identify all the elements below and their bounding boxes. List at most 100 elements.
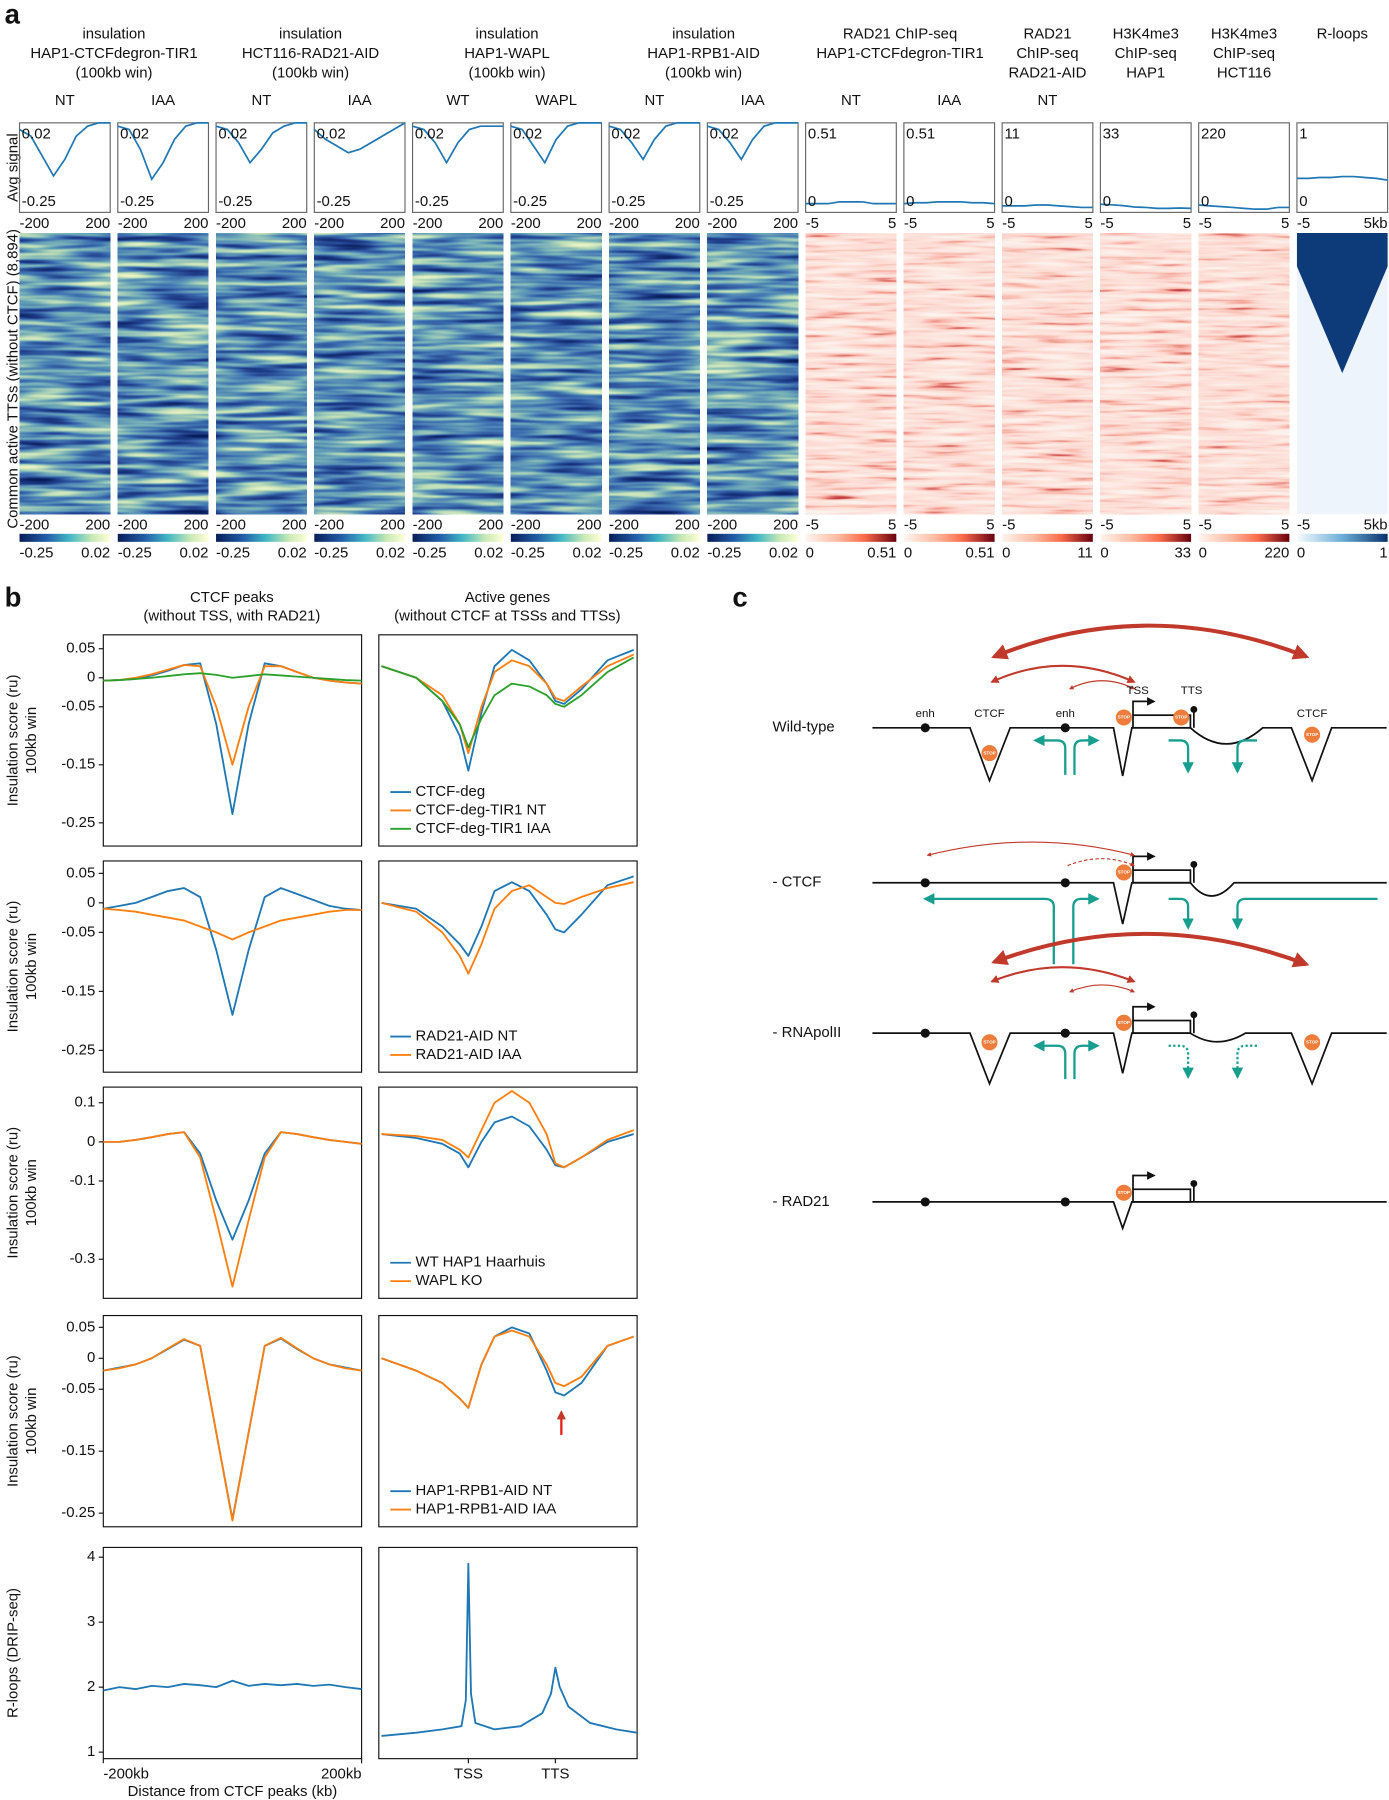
y-limit-label: -0.25 xyxy=(317,193,351,210)
stop-text: STOP xyxy=(1175,715,1187,720)
column-header: (100kb win) xyxy=(272,64,349,81)
x-tick-label: -200 xyxy=(20,517,50,534)
series-line xyxy=(103,664,362,766)
series-line xyxy=(381,881,634,975)
plot-frame xyxy=(378,1086,638,1299)
y-axis-label: Insulation score (ru) xyxy=(5,901,22,1033)
plot-frame xyxy=(378,634,638,847)
colorbar-label: 1 xyxy=(1379,544,1387,561)
y-tick-label: 0 xyxy=(87,894,95,911)
column-header: (100kb win) xyxy=(665,64,742,81)
avg-signal-line xyxy=(1198,204,1290,211)
mini-plot-frame xyxy=(117,122,210,213)
row-wild-type xyxy=(872,623,1387,784)
heatmap xyxy=(707,233,799,515)
column-label: NT xyxy=(841,92,861,109)
y-limit-label: 0.02 xyxy=(317,125,346,142)
column-label: NT xyxy=(55,92,75,109)
y-limit-label: 33 xyxy=(1103,125,1120,142)
stop-sign: STOP xyxy=(1115,1014,1132,1031)
y-limit-label: -0.25 xyxy=(22,193,56,210)
avg-signal-line xyxy=(412,125,504,165)
legend-label: HAP1-RPB1-AID NT xyxy=(416,1482,553,1499)
loop-arrow xyxy=(926,841,1136,857)
site-label: enh xyxy=(916,708,935,720)
x-tick-label: -200 xyxy=(511,215,541,232)
y-limit-label: 0.02 xyxy=(611,125,640,142)
row-rnapolii xyxy=(872,931,1387,1086)
colorbar-label: 0 xyxy=(1100,544,1108,561)
gene xyxy=(1132,714,1192,729)
column-label: NT xyxy=(644,92,664,109)
heatmap xyxy=(510,233,602,515)
x-tick-label: -5 xyxy=(1002,517,1015,534)
colorbar-label: 0.02 xyxy=(376,544,405,561)
colorbar-label: 0.02 xyxy=(474,544,503,561)
enhancer xyxy=(920,723,930,733)
y-tick-label: 2 xyxy=(87,1678,95,1695)
enhancer xyxy=(1060,1197,1070,1207)
x-tick-label: TSS xyxy=(454,1766,483,1783)
tss-flag xyxy=(1132,1171,1156,1190)
column-header: H3K4me3 xyxy=(1113,25,1179,42)
x-tick-label: -200kb xyxy=(103,1766,149,1783)
mini-plot-frame xyxy=(706,122,799,213)
tts-head xyxy=(1190,1180,1198,1187)
colorbar-label: 0.02 xyxy=(671,544,700,561)
x-tick-label: 200 xyxy=(675,517,700,534)
column-label: IAA xyxy=(151,92,175,109)
y-tick-label: 1 xyxy=(87,1743,95,1760)
column-header: ChIP-seq xyxy=(1213,45,1275,62)
y-limit-label: 0.02 xyxy=(218,125,247,142)
x-tick-label: 5 xyxy=(986,215,994,232)
heatmap xyxy=(1296,233,1388,374)
stop-sign: STOP xyxy=(1115,709,1132,726)
y-tick-label: -0.3 xyxy=(70,1250,96,1267)
stop-sign: STOP xyxy=(981,1034,998,1051)
heatmap xyxy=(216,233,307,515)
colorbar xyxy=(19,533,111,542)
column-title: (without CTCF at TSSs and TTSs) xyxy=(394,607,620,624)
column-header: (100kb win) xyxy=(75,64,152,81)
stop-text: STOP xyxy=(1118,715,1130,720)
x-tick-label: -5 xyxy=(904,517,917,534)
flow-arrow xyxy=(1231,897,1378,930)
plot-frame xyxy=(378,860,638,1073)
column-label: NT xyxy=(251,92,271,109)
plot-frame xyxy=(102,1546,363,1760)
y-tick-label: -0.25 xyxy=(61,1504,95,1521)
stop-sign: STOP xyxy=(1173,709,1190,726)
series-line xyxy=(103,907,362,941)
column-label: IAA xyxy=(348,92,372,109)
legend-label: CTCF-deg-TIR1 IAA xyxy=(416,820,551,837)
column-header: R-loops xyxy=(1317,25,1368,42)
column-header: H3K4me3 xyxy=(1211,25,1277,42)
y-tick-label: -0.25 xyxy=(61,1041,95,1058)
site-label: enh xyxy=(1056,708,1075,720)
x-tick-label: 200 xyxy=(478,517,503,534)
colorbar xyxy=(903,533,995,542)
heatmap xyxy=(1198,233,1290,515)
series-line xyxy=(381,648,634,772)
x-tick-label: -5 xyxy=(1100,517,1113,534)
y-tick-label: -0.15 xyxy=(61,1442,95,1459)
mini-plot-frame xyxy=(1099,122,1192,213)
loop-arrow xyxy=(990,664,1136,683)
x-tick-label: -200 xyxy=(118,215,148,232)
y-limit-label: -0.25 xyxy=(120,193,154,210)
gene xyxy=(1132,1188,1192,1203)
x-tick-label: -200 xyxy=(20,215,50,232)
site-label: TSS xyxy=(1126,685,1149,697)
y-tick-label: 0 xyxy=(87,1133,95,1150)
y-limit-label: 0.02 xyxy=(710,125,739,142)
avg-signal-line xyxy=(805,200,897,205)
colorbar xyxy=(412,533,504,542)
x-tick-label: 5kb xyxy=(1364,215,1388,232)
x-tick-label: -200 xyxy=(216,215,246,232)
x-tick-label: 200 xyxy=(380,215,405,232)
site-label: CTCF xyxy=(1297,708,1328,720)
column-header: HAP1-RPB1-AID xyxy=(647,45,760,62)
x-tick-label: 200 xyxy=(184,215,209,232)
colorbar-label: 0 xyxy=(1297,544,1305,561)
